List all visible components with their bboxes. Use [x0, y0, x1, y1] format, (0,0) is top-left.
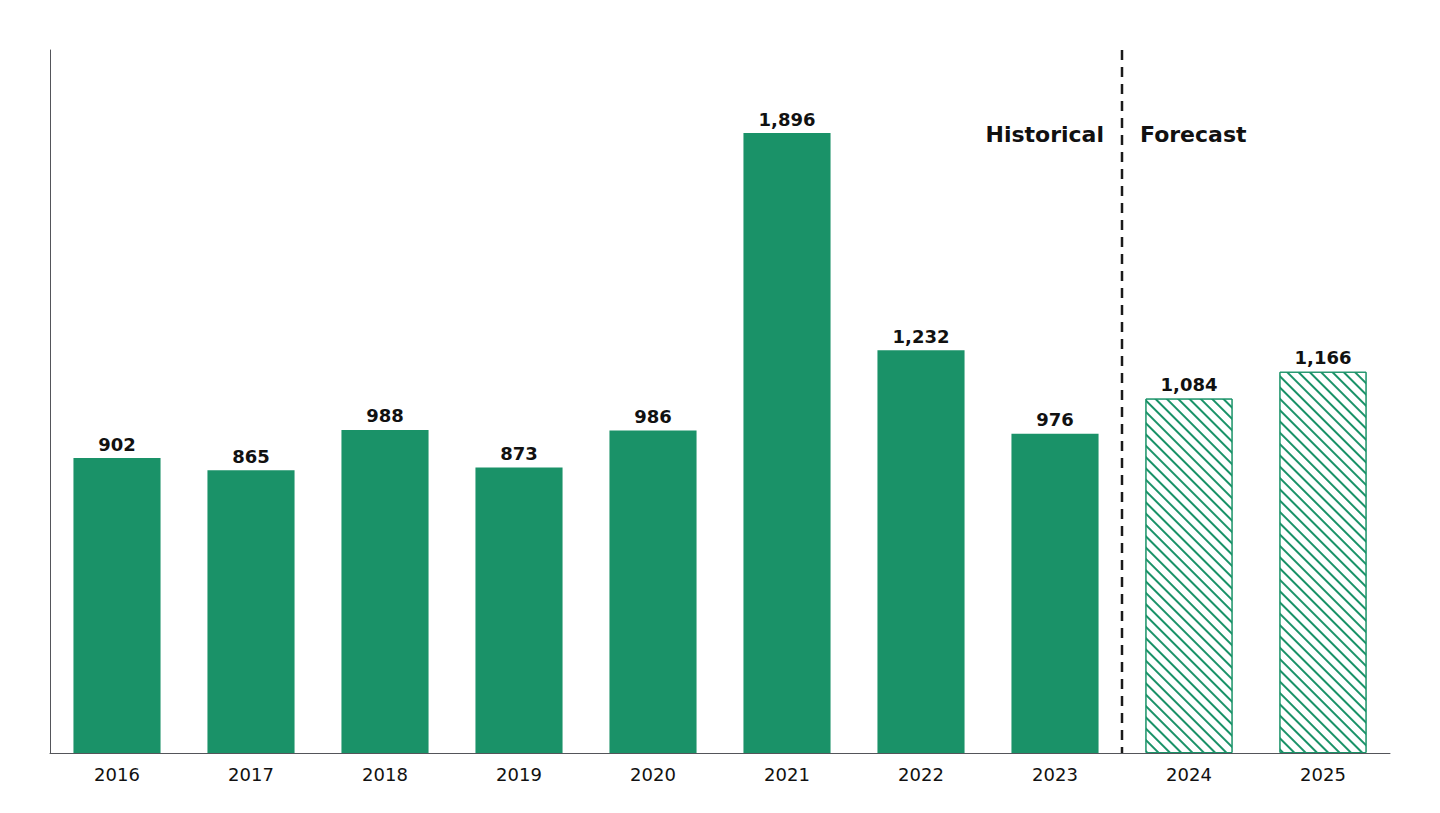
svg-text:2019: 2019	[496, 764, 542, 785]
svg-text:2018: 2018	[362, 764, 408, 785]
svg-text:2020: 2020	[630, 764, 676, 785]
svg-text:2025: 2025	[1300, 764, 1346, 785]
svg-text:2022: 2022	[898, 764, 944, 785]
svg-text:Historical: Historical	[986, 122, 1105, 147]
svg-text:902: 902	[98, 434, 136, 455]
svg-text:Forecast: Forecast	[1140, 122, 1247, 147]
svg-text:2023: 2023	[1032, 764, 1078, 785]
svg-text:2021: 2021	[764, 764, 810, 785]
svg-text:873: 873	[500, 443, 538, 464]
svg-text:1,232: 1,232	[893, 326, 950, 347]
svg-text:1,084: 1,084	[1161, 374, 1218, 395]
svg-text:988: 988	[366, 405, 404, 426]
svg-text:2017: 2017	[228, 764, 274, 785]
svg-text:986: 986	[634, 406, 672, 427]
svg-text:2024: 2024	[1166, 764, 1212, 785]
svg-text:1,896: 1,896	[759, 109, 816, 130]
svg-text:865: 865	[232, 446, 270, 467]
svg-text:976: 976	[1036, 409, 1074, 430]
svg-text:1,166: 1,166	[1295, 347, 1352, 368]
svg-text:2016: 2016	[94, 764, 140, 785]
